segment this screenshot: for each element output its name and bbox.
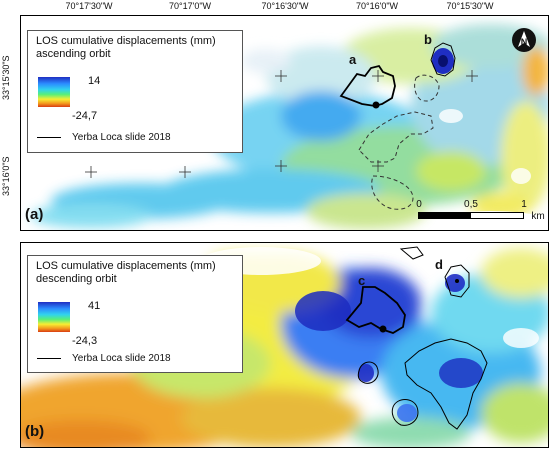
scale-segment-2	[470, 212, 524, 219]
slide-label-b: b	[424, 32, 432, 47]
map-panel-descending: LOS cumulative displacements (mm) descen…	[20, 242, 549, 448]
outline-legend-symbol	[37, 358, 61, 359]
coord-lon-3: 70°16'30"W	[261, 1, 309, 11]
coord-lon-1: 70°17'30"W	[65, 1, 113, 11]
color-ramp	[38, 77, 70, 107]
scale-tick-0: 0	[416, 199, 422, 210]
coord-lon-2: 70°17'0"W	[168, 1, 212, 11]
scale-tick-05: 0,5	[464, 199, 478, 210]
scale-tick-1: 1	[521, 199, 527, 210]
outline-legend-label: Yerba Loca slide 2018	[72, 353, 171, 364]
coord-lat-2: 33°16'0"S	[1, 156, 11, 196]
north-letter: N	[521, 37, 528, 47]
legend-max-value: 14	[88, 75, 101, 87]
legend-descending: LOS cumulative displacements (mm) descen…	[27, 255, 243, 373]
legend-max-value: 41	[88, 300, 101, 312]
displacement-map-ascending	[21, 16, 548, 230]
panel-label-a: (a)	[25, 206, 44, 223]
scale-segment-1	[418, 212, 470, 219]
scale-bar: 0 0,5 1 km	[416, 199, 544, 225]
coord-lon-4: 70°16'0"W	[355, 1, 399, 11]
legend-title-line2: ascending orbit	[36, 48, 111, 60]
legend-title: LOS cumulative displacements (mm) descen…	[36, 260, 216, 286]
legend-title: LOS cumulative displacements (mm) ascend…	[36, 35, 216, 61]
coord-lon-5: 70°15'30"W	[446, 1, 494, 11]
legend-min-value: -24,7	[72, 110, 98, 122]
coord-lat-wrapper: 33°15'30"S 33°16'0"S	[0, 0, 12, 196]
panel-label-b: (b)	[25, 423, 45, 440]
slide-label-d: d	[435, 257, 443, 272]
legend-ascending: LOS cumulative displacements (mm) ascend…	[27, 30, 243, 153]
map-panel-ascending: LOS cumulative displacements (mm) ascend…	[20, 15, 549, 231]
legend-min-value: -24,3	[72, 335, 98, 347]
slide-label-a: a	[349, 52, 357, 67]
legend-title-line1: LOS cumulative displacements (mm)	[36, 35, 216, 47]
legend-title-line2: descending orbit	[36, 273, 117, 285]
north-arrow-glyph: N	[518, 31, 530, 47]
coord-lat-1: 33°15'30"S	[1, 55, 11, 100]
outline-legend-label: Yerba Loca slide 2018	[72, 132, 171, 143]
north-arrow-icon: N	[512, 28, 536, 52]
scale-unit: km	[531, 211, 545, 222]
legend-title-line1: LOS cumulative displacements (mm)	[36, 260, 216, 272]
outline-legend-symbol	[37, 137, 61, 138]
slide-label-c: c	[358, 273, 366, 288]
color-ramp	[38, 302, 70, 332]
